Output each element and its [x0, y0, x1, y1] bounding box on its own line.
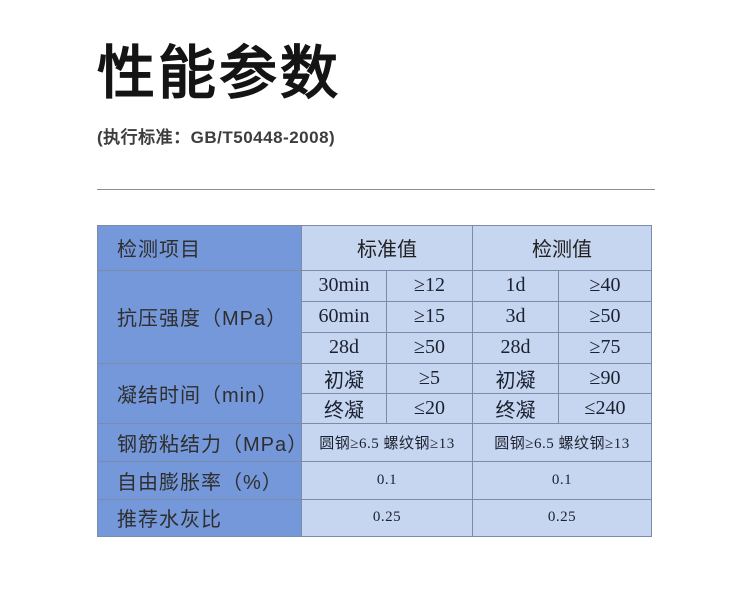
value-cell: 30min — [301, 269, 387, 302]
row-label-rebar-bond: 钢筋粘结力（MPa） — [97, 422, 302, 462]
value-cell: ≤240 — [558, 392, 652, 424]
row-label-setting-time: 凝结时间（min） — [97, 362, 302, 424]
page-title: 性能参数 — [97, 41, 342, 106]
divider — [97, 188, 655, 190]
value-cell: ≥5 — [386, 362, 473, 394]
value-cell: 0.25 — [301, 498, 473, 537]
value-cell: ≥90 — [558, 362, 652, 394]
value-cell: ≥75 — [558, 331, 652, 364]
value-cell: 终凝 — [301, 392, 387, 424]
spec-table: 检测项目 标准值 检测值 抗压强度（MPa） 30min ≥12 1d ≥40 … — [97, 224, 652, 537]
value-cell: 圆钢≥6.5 螺纹钢≥13 — [301, 422, 473, 462]
value-cell: ≥40 — [558, 269, 652, 302]
value-cell: ≤20 — [386, 392, 473, 424]
page: 性能参数 (执行标准：GB/T50448-2008) 检测项目 标准值 检测值 … — [97, 41, 655, 537]
table-row-compressive-2: 60min ≥15 3d ≥50 — [98, 300, 652, 333]
row-label-compressive-strength: 抗压强度（MPa） — [97, 269, 302, 364]
value-cell: 1d — [472, 269, 559, 302]
value-cell: 28d — [301, 331, 387, 364]
value-cell: ≥15 — [386, 300, 473, 333]
value-cell: 28d — [472, 331, 559, 364]
table-row-setting-2: 终凝 ≤20 终凝 ≤240 — [98, 392, 652, 424]
value-cell: ≥50 — [558, 300, 652, 333]
value-cell: 初凝 — [472, 362, 559, 394]
value-cell: 0.25 — [472, 498, 652, 537]
table-row-free-expansion: 自由膨胀率（%） 0.1 0.1 — [97, 460, 652, 500]
header-cell-test-item: 检测项目 — [97, 224, 302, 271]
value-cell: 0.1 — [472, 460, 652, 500]
value-cell: 0.1 — [301, 460, 473, 500]
table-row-compressive-3: 28d ≥50 28d ≥75 — [98, 331, 652, 364]
value-cell: 终凝 — [472, 392, 559, 424]
value-cell: 初凝 — [301, 362, 387, 394]
table-header-row: 检测项目 标准值 检测值 — [97, 224, 652, 271]
header-cell-tested-value: 检测值 — [472, 224, 652, 271]
value-cell: 圆钢≥6.5 螺纹钢≥13 — [472, 422, 652, 462]
standard-note: (执行标准：GB/T50448-2008) — [97, 127, 336, 147]
table-row-water-cement-ratio: 推荐水灰比 0.25 0.25 — [97, 498, 652, 537]
table-row-setting-1: 凝结时间（min） 初凝 ≥5 初凝 ≥90 — [97, 362, 652, 424]
value-cell: 3d — [472, 300, 559, 333]
value-cell: ≥50 — [386, 331, 473, 364]
value-cell: 60min — [301, 300, 387, 333]
value-cell: ≥12 — [386, 269, 473, 302]
header-cell-standard-value: 标准值 — [301, 224, 473, 271]
table-row-rebar-bond: 钢筋粘结力（MPa） 圆钢≥6.5 螺纹钢≥13 圆钢≥6.5 螺纹钢≥13 — [97, 422, 652, 462]
table-row-compressive-1: 抗压强度（MPa） 30min ≥12 1d ≥40 — [97, 269, 652, 364]
row-label-free-expansion: 自由膨胀率（%） — [97, 460, 302, 500]
row-label-water-cement-ratio: 推荐水灰比 — [97, 498, 302, 537]
